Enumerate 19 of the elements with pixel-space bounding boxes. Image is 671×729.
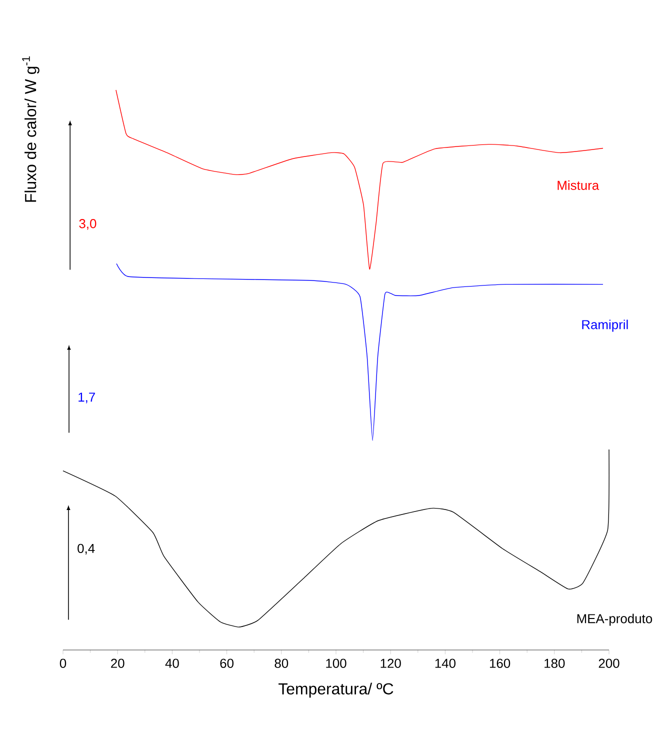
series-label: MEA-produto bbox=[577, 614, 652, 626]
x-tick-label: 200 bbox=[598, 658, 620, 668]
annotation: 3,0 bbox=[79, 219, 96, 230]
x-tick-label: 40 bbox=[165, 658, 179, 668]
x-tick-label: 160 bbox=[490, 658, 510, 668]
x-tick-label: 20 bbox=[111, 658, 124, 668]
annotation: 0,4 bbox=[78, 544, 95, 555]
x-tick-label: 180 bbox=[544, 658, 565, 668]
x-tick-label: 60 bbox=[220, 658, 234, 668]
x-tick-label: 100 bbox=[326, 658, 346, 668]
text: Mistura bbox=[558, 180, 600, 190]
y-axis-title: Fluxo de calor/ W g$^{-1}$ bbox=[22, 56, 40, 202]
x-tick-label: 120 bbox=[380, 658, 401, 668]
annotation: 1,7 bbox=[78, 392, 95, 404]
text: Ramipril bbox=[582, 320, 628, 332]
x-axis-title: Temperatura/ ºC bbox=[278, 682, 394, 698]
x-tick-label: 80 bbox=[274, 658, 288, 668]
x-tick-label: 0 bbox=[60, 658, 66, 668]
x-tick-label: 140 bbox=[435, 658, 456, 668]
